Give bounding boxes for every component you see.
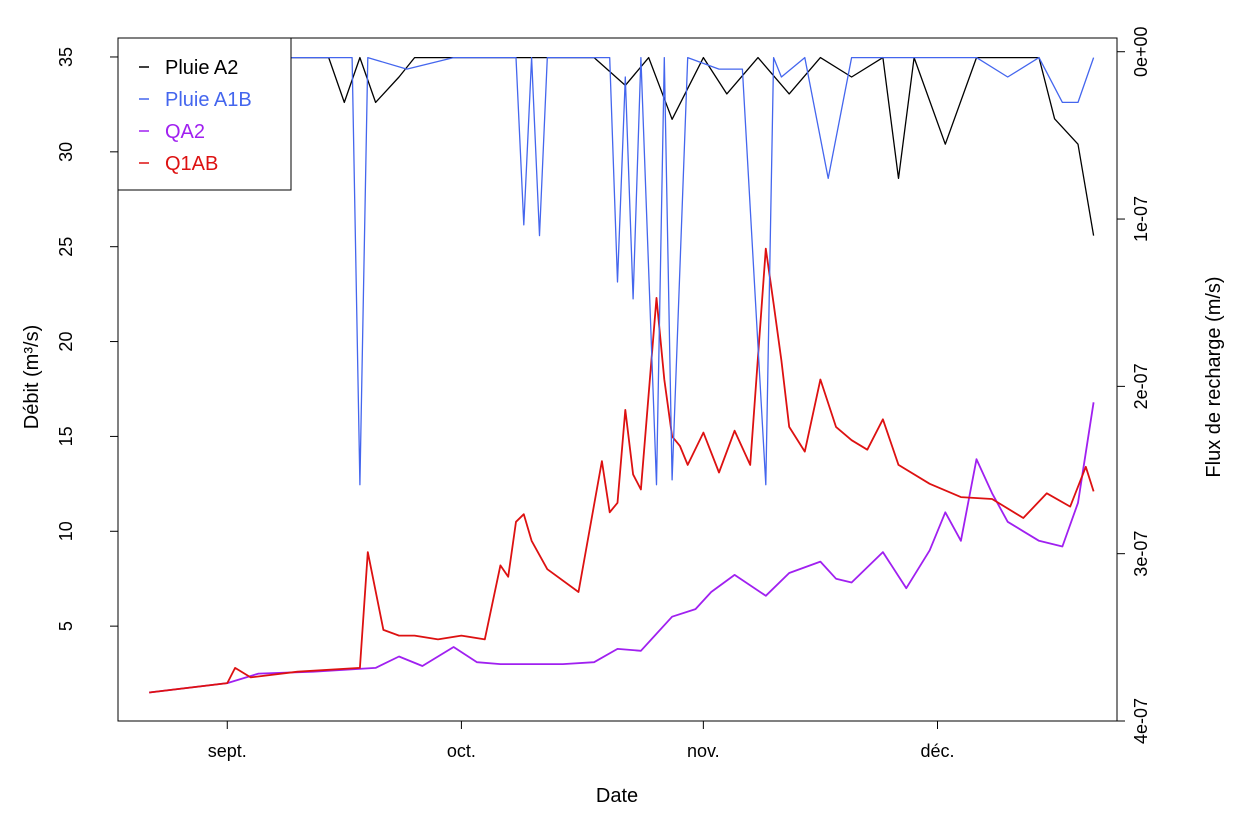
legend-label-q1ab: Q1AB bbox=[165, 153, 218, 175]
y-tick-label: 5 bbox=[56, 621, 76, 631]
legend-label-qa2: QA2 bbox=[165, 121, 205, 143]
y2-tick-label: 4e-07 bbox=[1131, 698, 1151, 744]
legend-label-pluie-a2: Pluie A2 bbox=[165, 57, 238, 79]
y2-tick-label: 1e-07 bbox=[1131, 196, 1151, 242]
y-tick-label: 30 bbox=[56, 142, 76, 162]
y-tick-label: 25 bbox=[56, 237, 76, 257]
x-axis: sept. oct. nov. déc. bbox=[208, 720, 955, 761]
y2-tick-label: 0e+00 bbox=[1131, 26, 1151, 77]
series-line-pluie-a2 bbox=[117, 56, 1095, 236]
x-tick-label: nov. bbox=[687, 741, 720, 761]
y-axis-right: 0e+00 1e-07 2e-07 3e-07 4e-07 bbox=[1116, 26, 1151, 744]
y-tick-label: 35 bbox=[56, 47, 76, 67]
series-layer bbox=[117, 56, 1095, 694]
y-axis-left: 5 10 15 20 25 30 35 bbox=[56, 47, 119, 631]
legend-box bbox=[117, 37, 292, 191]
x-axis-label: Date bbox=[596, 785, 638, 807]
y-axis-label: Débit (m³/s) bbox=[21, 325, 43, 429]
legend: Pluie A2 Pluie A1B QA2 Q1AB bbox=[117, 37, 292, 191]
series-line-qa2 bbox=[149, 402, 1095, 694]
x-tick-label: déc. bbox=[920, 741, 954, 761]
x-tick-label: sept. bbox=[208, 741, 247, 761]
y2-axis-label: Flux de recharge (m/s) bbox=[1203, 276, 1225, 477]
y-tick-label: 10 bbox=[56, 521, 76, 541]
series-line-pluie-a1b bbox=[118, 56, 1095, 486]
y2-tick-label: 2e-07 bbox=[1131, 363, 1151, 409]
y-tick-label: 15 bbox=[56, 426, 76, 446]
legend-label-pluie-a1b: Pluie A1B bbox=[165, 89, 252, 111]
series-line-q1ab bbox=[149, 247, 1095, 694]
y2-tick-label: 3e-07 bbox=[1131, 531, 1151, 577]
x-tick-label: oct. bbox=[447, 741, 476, 761]
y-tick-label: 20 bbox=[56, 332, 76, 352]
